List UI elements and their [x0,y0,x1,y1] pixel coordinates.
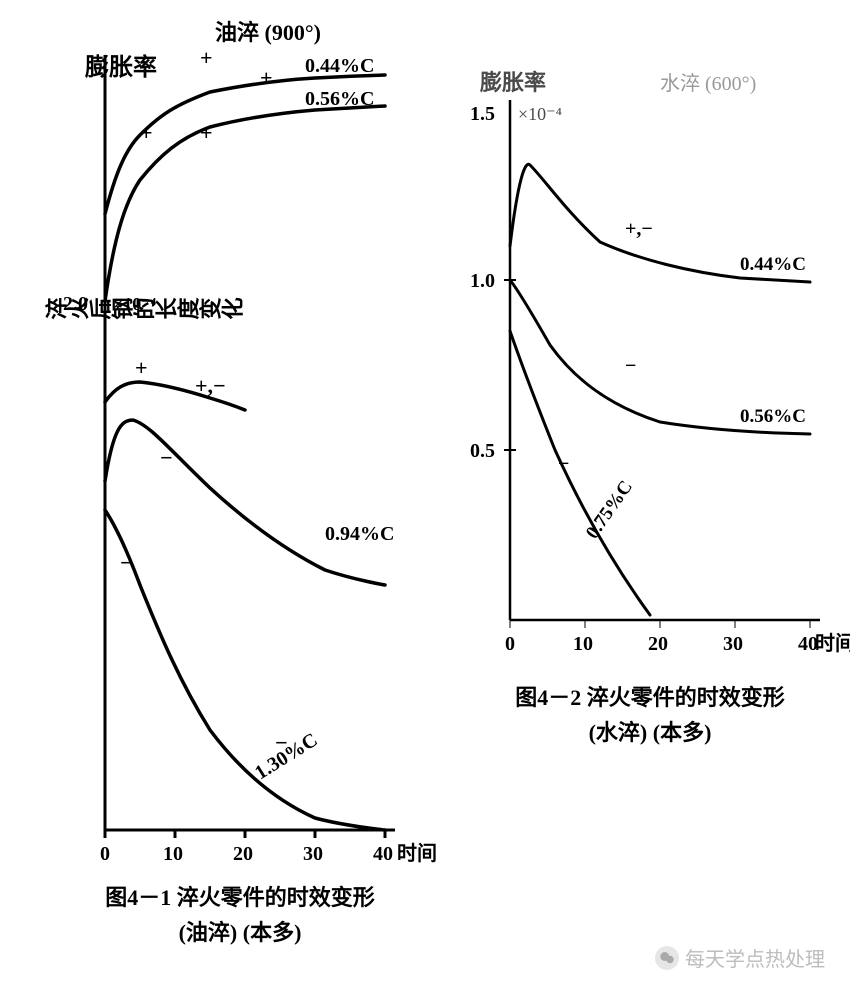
right-chart: 膨胀率 水淬 (600°) 1.5 ×10⁻⁴ 1.0 0.5 0 10 20 … [450,60,850,700]
wechat-icon [655,946,679,970]
right-axes [510,100,820,620]
right-xlabel: 时间 [815,632,850,655]
right-caption: 图4－2 淬火零件的时效变形 (水淬) (本多) [460,680,840,750]
svg-text:30: 30 [303,843,323,865]
svg-text:10: 10 [573,633,593,655]
svg-text:0.44%C: 0.44%C [305,55,374,77]
left-caption-l1: 图4－1 淬火零件的时效变形 [40,880,440,915]
svg-text:−: − [160,445,173,470]
svg-text:+,−: +,− [195,373,226,398]
svg-text:0: 0 [505,633,515,655]
left-xlabel: 时间 [397,842,437,865]
left-ytop: 膨胀率 [84,53,157,81]
svg-text:+: + [260,65,273,90]
right-curves [510,164,810,615]
svg-text:−: − [558,453,569,475]
page: 油淬 (900°) 膨胀率 淬火后钢的长度变化 2.0 ×10⁻⁴ 0 10 2… [0,0,855,1002]
svg-text:20: 20 [648,633,668,655]
left-curves [105,75,385,830]
svg-text:+: + [140,120,153,145]
right-caption-l1: 图4－2 淬火零件的时效变形 [460,680,840,715]
svg-text:30: 30 [723,633,743,655]
svg-text:+: + [135,355,148,380]
left-scale-exp: ×10⁻⁴ [113,294,157,314]
svg-text:+,−: +,− [625,218,653,240]
left-markers: + + + + + +,− − − − [120,45,288,755]
right-labels: 0.44%C 0.56%C 0.75%C [582,254,806,543]
svg-text:+: + [200,120,213,145]
svg-text:0: 0 [100,843,110,865]
left-xticks: 0 10 20 30 40 时间 [100,830,437,865]
watermark: 每天学点热处理 [655,943,825,972]
svg-text:−: − [625,355,636,377]
svg-text:10: 10 [163,843,183,865]
left-labels: 0.44%C 0.56%C 0.94%C 1.30%C [251,55,394,784]
svg-text:40: 40 [373,843,393,865]
watermark-text: 每天学点热处理 [685,943,825,972]
svg-text:0.56%C: 0.56%C [305,88,374,110]
svg-text:0.94%C: 0.94%C [325,523,394,545]
left-chart: 油淬 (900°) 膨胀率 淬火后钢的长度变化 2.0 ×10⁻⁴ 0 10 2… [25,10,455,910]
svg-text:0.5: 0.5 [470,440,495,462]
right-xticks: 0 10 20 30 40 时间 [505,620,850,655]
right-scale-1.5: 1.5 [470,103,495,125]
svg-text:1.0: 1.0 [470,270,495,292]
right-scale-exp: ×10⁻⁴ [518,104,562,124]
left-scale-2: 2.0 [63,293,88,315]
left-title: 油淬 (900°) [215,20,321,45]
svg-text:0.56%C: 0.56%C [740,406,806,427]
svg-text:+: + [200,45,213,70]
svg-text:0.44%C: 0.44%C [740,254,806,275]
left-caption-l2: (油淬) (本多) [40,915,440,950]
right-title-faint: 水淬 (600°) [660,72,756,95]
right-ytop: 膨胀率 [479,70,546,95]
svg-text:−: − [120,550,133,575]
svg-text:20: 20 [233,843,253,865]
svg-text:0.75%C: 0.75%C [582,477,637,543]
right-caption-l2: (水淬) (本多) [460,715,840,750]
left-caption: 图4－1 淬火零件的时效变形 (油淬) (本多) [40,880,440,950]
